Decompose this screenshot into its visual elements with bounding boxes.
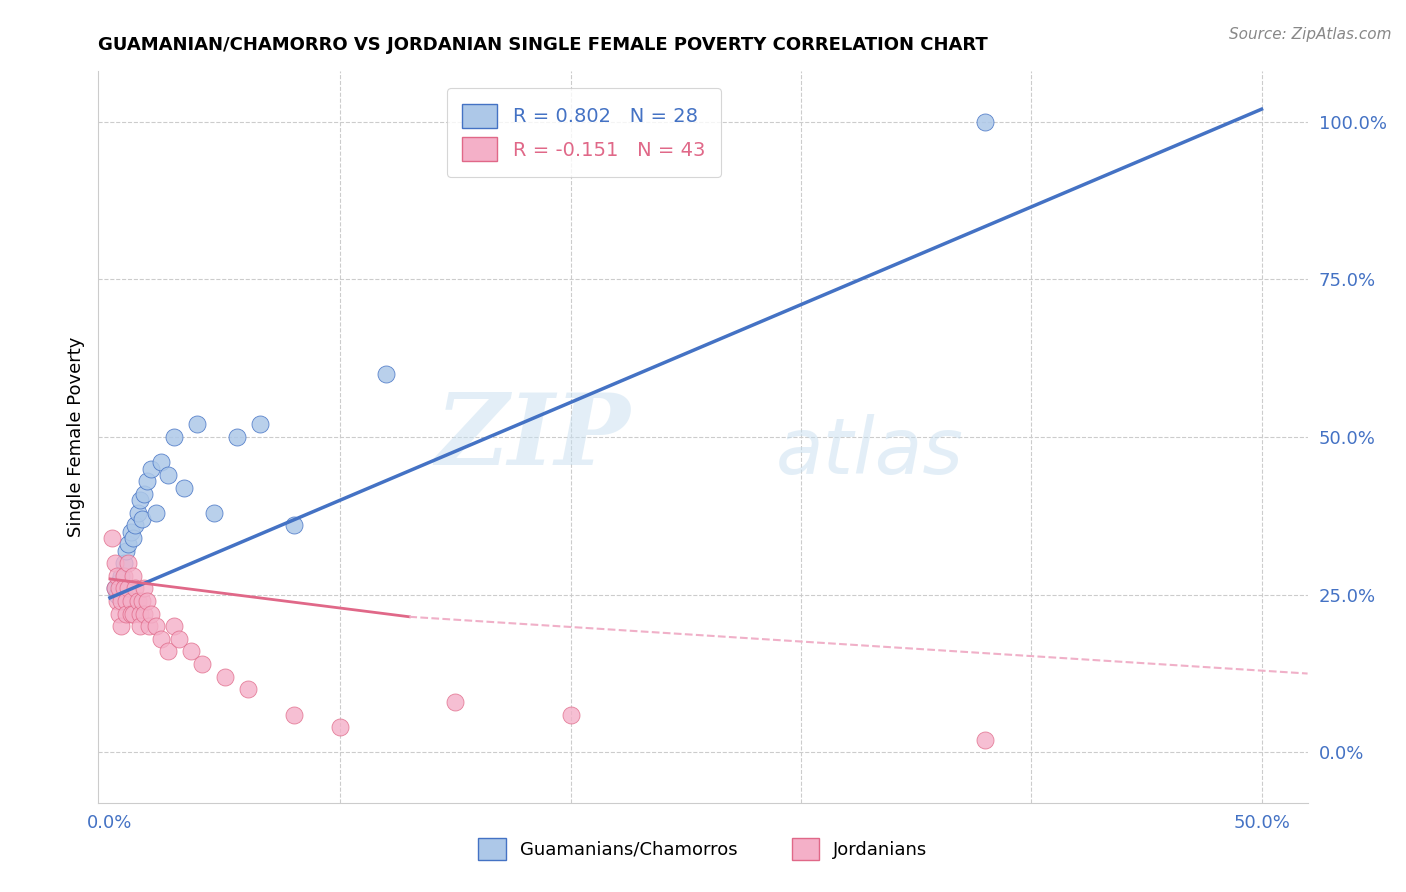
Point — [120, 524, 142, 539]
Point — [329, 720, 352, 734]
Point — [974, 732, 997, 747]
Point — [149, 455, 172, 469]
Point — [236, 682, 259, 697]
Point — [112, 569, 135, 583]
Point — [249, 417, 271, 432]
Text: atlas: atlas — [776, 414, 963, 490]
Point — [560, 707, 582, 722]
Point — [108, 582, 131, 596]
Point — [103, 582, 125, 596]
Point — [145, 506, 167, 520]
Y-axis label: Single Female Poverty: Single Female Poverty — [66, 337, 84, 537]
Text: GUAMANIAN/CHAMORRO VS JORDANIAN SINGLE FEMALE POVERTY CORRELATION CHART: GUAMANIAN/CHAMORRO VS JORDANIAN SINGLE F… — [98, 36, 988, 54]
Point — [156, 467, 179, 482]
Point — [134, 607, 156, 621]
Point — [105, 594, 128, 608]
Point — [283, 518, 305, 533]
Point — [124, 518, 146, 533]
Legend: Guamanians/Chamorros, Jordanians: Guamanians/Chamorros, Jordanians — [471, 830, 935, 867]
Point — [173, 481, 195, 495]
Point — [156, 644, 179, 658]
Point — [131, 512, 153, 526]
Point — [105, 588, 128, 602]
Point — [120, 607, 142, 621]
Point — [117, 537, 139, 551]
Point — [149, 632, 172, 646]
Point — [138, 619, 160, 633]
Point — [167, 632, 190, 646]
Point — [122, 531, 145, 545]
Point — [163, 619, 186, 633]
Point — [141, 461, 163, 475]
Point — [124, 582, 146, 596]
Point — [122, 569, 145, 583]
Point — [112, 582, 135, 596]
Point — [135, 474, 157, 488]
Text: Source: ZipAtlas.com: Source: ZipAtlas.com — [1229, 27, 1392, 42]
Point — [108, 607, 131, 621]
Point — [225, 430, 247, 444]
Point — [115, 594, 138, 608]
Point — [117, 556, 139, 570]
Point — [101, 531, 124, 545]
Point — [103, 556, 125, 570]
Point — [117, 582, 139, 596]
Point — [127, 506, 149, 520]
Point — [122, 607, 145, 621]
Point — [191, 657, 214, 671]
Text: ZIP: ZIP — [436, 389, 630, 485]
Point — [134, 487, 156, 501]
Point — [103, 582, 125, 596]
Point — [105, 569, 128, 583]
Point — [115, 607, 138, 621]
Point — [202, 506, 225, 520]
Point — [128, 619, 150, 633]
Point — [110, 569, 132, 583]
Point — [108, 575, 131, 590]
Point — [444, 695, 467, 709]
Point — [974, 115, 997, 129]
Point — [145, 619, 167, 633]
Point — [127, 594, 149, 608]
Point — [135, 594, 157, 608]
Point — [186, 417, 208, 432]
Point — [110, 594, 132, 608]
Point — [128, 607, 150, 621]
Point — [115, 543, 138, 558]
Point — [141, 607, 163, 621]
Point — [128, 493, 150, 508]
Point — [131, 594, 153, 608]
Point — [112, 556, 135, 570]
Point — [375, 367, 398, 381]
Point — [283, 707, 305, 722]
Point — [163, 430, 186, 444]
Point — [180, 644, 202, 658]
Point — [134, 582, 156, 596]
Point — [214, 670, 236, 684]
Point — [120, 594, 142, 608]
Point — [110, 619, 132, 633]
